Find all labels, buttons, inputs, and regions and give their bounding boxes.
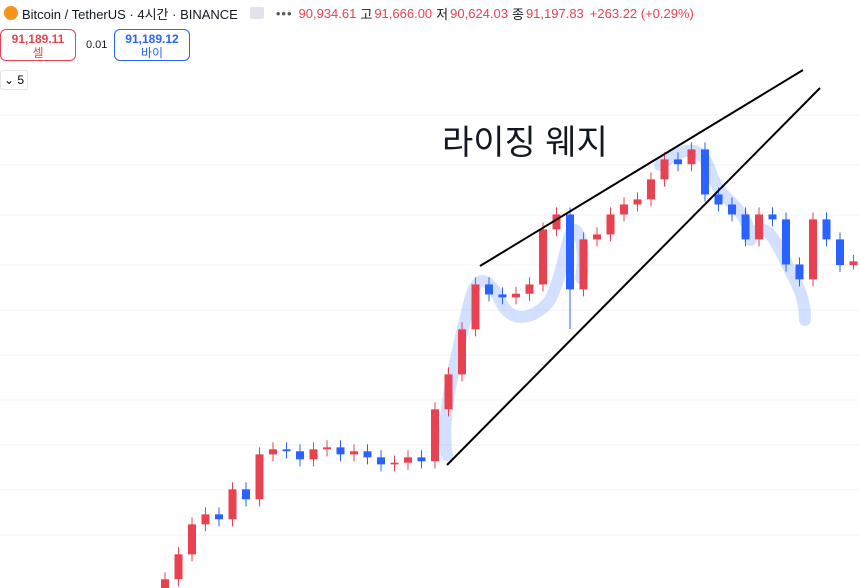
- candle-body: [755, 214, 763, 240]
- sell-price: 91,189.11: [11, 32, 65, 46]
- candle-body: [228, 489, 237, 520]
- candle-body: [579, 239, 588, 290]
- candle-body: [525, 284, 534, 294]
- candle-body: [836, 239, 844, 266]
- candle-body: [363, 451, 372, 458]
- candle-body: [282, 449, 291, 452]
- candle-body: [485, 284, 493, 295]
- candle-body: [377, 457, 385, 465]
- candle-body: [390, 462, 399, 465]
- indicators-count: 5: [17, 73, 25, 87]
- coin-icon: [4, 6, 18, 20]
- candle-body: [768, 214, 777, 220]
- header: Bitcoin / TetherUS · 4시간 · BINANCE ••• 9…: [0, 0, 694, 26]
- change-value: +263.22 (+0.29%): [589, 5, 694, 21]
- candle-body: [647, 179, 655, 200]
- sell-button[interactable]: 91,189.11 셀: [0, 29, 76, 61]
- candle-body: [431, 409, 439, 462]
- candle-body: [822, 219, 831, 240]
- sell-label: 셀: [32, 46, 44, 60]
- candle-body: [552, 214, 561, 230]
- candle-body: [660, 159, 669, 180]
- candle-body: [714, 194, 723, 205]
- lower-trendline: [446, 87, 821, 466]
- hide-icon[interactable]: [249, 7, 264, 19]
- candle-body: [161, 579, 169, 588]
- symbol[interactable]: Bitcoin / TetherUS · 4시간 · BINANCE: [22, 6, 238, 22]
- candle-body: [606, 214, 615, 235]
- candle-body: [809, 219, 817, 280]
- candle-body: [255, 454, 264, 500]
- annotation: 라이징 웨지: [442, 124, 608, 162]
- candle-body: [323, 447, 331, 450]
- candle-body: [201, 514, 210, 525]
- buy-price: 91,189.12: [125, 32, 179, 46]
- candle-body: [633, 199, 642, 205]
- open-value: 90,934.61: [298, 5, 357, 21]
- candle-body: [188, 524, 196, 555]
- candle-body: [309, 449, 318, 460]
- candle-body: [795, 264, 804, 280]
- candle-body: [242, 489, 250, 500]
- candle-body: [458, 329, 466, 375]
- background-grid: [0, 114, 860, 536]
- candle-body: [674, 159, 682, 165]
- candle-body: [336, 447, 345, 455]
- candle-body: [728, 204, 736, 215]
- indicators-toggle[interactable]: ⌄ 5: [0, 70, 28, 90]
- high-label: 고: [360, 6, 373, 22]
- candle-body: [566, 214, 574, 290]
- candle-body: [741, 214, 750, 240]
- candle-body: [350, 451, 358, 455]
- candle-body: [849, 261, 858, 266]
- more-button[interactable]: •••: [275, 5, 293, 21]
- upper-trendline: [479, 69, 804, 267]
- candle-body: [498, 294, 507, 298]
- candle-body: [539, 229, 547, 285]
- candle-body: [701, 149, 709, 195]
- highlight-stroke: [439, 144, 811, 461]
- candle-body: [215, 514, 223, 520]
- buy-button[interactable]: 91,189.12 바이: [114, 29, 190, 61]
- candle-body: [620, 204, 628, 215]
- close-label: 종: [511, 6, 524, 22]
- candle-body: [404, 457, 412, 463]
- candle-body: [512, 293, 520, 298]
- spread: 0.01: [86, 39, 108, 51]
- candle-body: [471, 284, 480, 330]
- candle-body: [593, 234, 601, 240]
- candle-body: [687, 149, 696, 165]
- candle-body: [444, 374, 453, 410]
- candle-body: [296, 451, 304, 460]
- close-value: 91,197.83: [525, 5, 584, 21]
- low-value: 90,624.03: [450, 5, 508, 21]
- candle-body: [269, 449, 277, 455]
- low-label: 저: [436, 6, 449, 22]
- candle-body: [174, 554, 183, 580]
- high-value: 91,666.00: [374, 5, 433, 21]
- candle-body: [417, 457, 426, 462]
- candle-body: [782, 219, 790, 265]
- buy-label: 바이: [140, 46, 164, 60]
